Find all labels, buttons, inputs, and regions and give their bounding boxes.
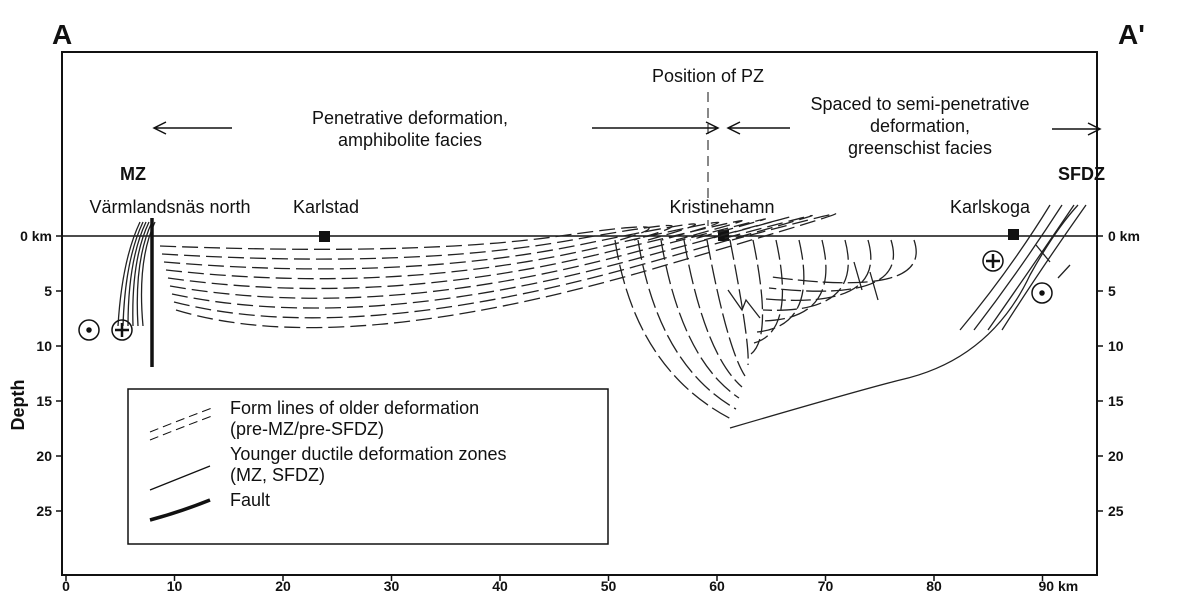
x-tick-label: 60 bbox=[709, 578, 725, 593]
legend-label: Fault bbox=[230, 490, 270, 510]
section-end: A' bbox=[1118, 19, 1145, 50]
form-line bbox=[166, 222, 719, 278]
y-tick-label: 15 bbox=[36, 393, 52, 409]
domain-label: Penetrative deformation, bbox=[312, 108, 508, 128]
legend-label: Younger ductile deformation zones bbox=[230, 444, 507, 464]
form-line bbox=[751, 240, 763, 354]
domain-label: Spaced to semi-penetrative bbox=[810, 94, 1029, 114]
x-tick-label: 40 bbox=[492, 578, 508, 593]
x-tick-label: 20 bbox=[275, 578, 291, 593]
y-tick-label: 20 bbox=[36, 448, 52, 464]
ductile-line bbox=[960, 205, 1050, 330]
y-tick-label: 5 bbox=[1108, 283, 1116, 299]
x-tick-label: 10 bbox=[167, 578, 183, 593]
legend-label: (pre-MZ/pre-SFDZ) bbox=[230, 419, 384, 439]
domain-label: greenschist facies bbox=[848, 138, 992, 158]
domain-label: deformation, bbox=[870, 116, 970, 136]
x-tick-label: 90 km bbox=[1039, 578, 1079, 593]
y-tick-label: 20 bbox=[1108, 448, 1124, 464]
zone-label: MZ bbox=[120, 164, 146, 184]
legend-label: (MZ, SFDZ) bbox=[230, 465, 325, 485]
y-tick-label: 15 bbox=[1108, 393, 1124, 409]
ductile-line bbox=[974, 205, 1062, 330]
pz-label: Position of PZ bbox=[652, 66, 764, 86]
form-line bbox=[707, 240, 745, 376]
x-tick-label: 70 bbox=[818, 578, 834, 593]
x-tick-label: 50 bbox=[601, 578, 617, 593]
x-tick-label: 0 bbox=[62, 578, 70, 593]
axis-title: Depth bbox=[8, 380, 28, 431]
domain-label: amphibolite facies bbox=[338, 130, 482, 150]
ductile-line bbox=[1002, 205, 1086, 330]
ductile-line bbox=[730, 205, 1078, 428]
legend-label: Form lines of older deformation bbox=[230, 398, 479, 418]
zone-label: SFDZ bbox=[1058, 164, 1105, 184]
y-tick-label: 5 bbox=[44, 283, 52, 299]
locality: Karlskoga bbox=[950, 197, 1031, 217]
y-tick-label: 10 bbox=[36, 338, 52, 354]
form-line bbox=[162, 226, 672, 260]
form-line bbox=[160, 227, 649, 249]
locality: Kristinehamn bbox=[669, 197, 774, 217]
y-tick-label: 25 bbox=[36, 503, 52, 519]
form-line bbox=[684, 240, 742, 387]
form-line bbox=[754, 240, 782, 343]
form-line bbox=[769, 240, 893, 291]
locality: Karlstad bbox=[293, 197, 359, 217]
x-tick-label: 80 bbox=[926, 578, 942, 593]
x-tick-label: 30 bbox=[384, 578, 400, 593]
y-tick-label: 0 km bbox=[1108, 228, 1140, 244]
locality: Värmlandsnäs north bbox=[89, 197, 250, 217]
cross-section: A A' Position of PZ Penetrative deformat… bbox=[0, 0, 1193, 593]
form-line bbox=[661, 240, 739, 398]
form-line bbox=[772, 240, 916, 283]
y-tick-label: 10 bbox=[1108, 338, 1124, 354]
form-line bbox=[757, 240, 804, 332]
section-end: A bbox=[52, 19, 72, 50]
y-tick-label: 0 km bbox=[20, 228, 52, 244]
movement-symbols bbox=[79, 251, 1052, 340]
y-tick-label: 25 bbox=[1108, 503, 1124, 519]
form-line bbox=[760, 240, 826, 321]
